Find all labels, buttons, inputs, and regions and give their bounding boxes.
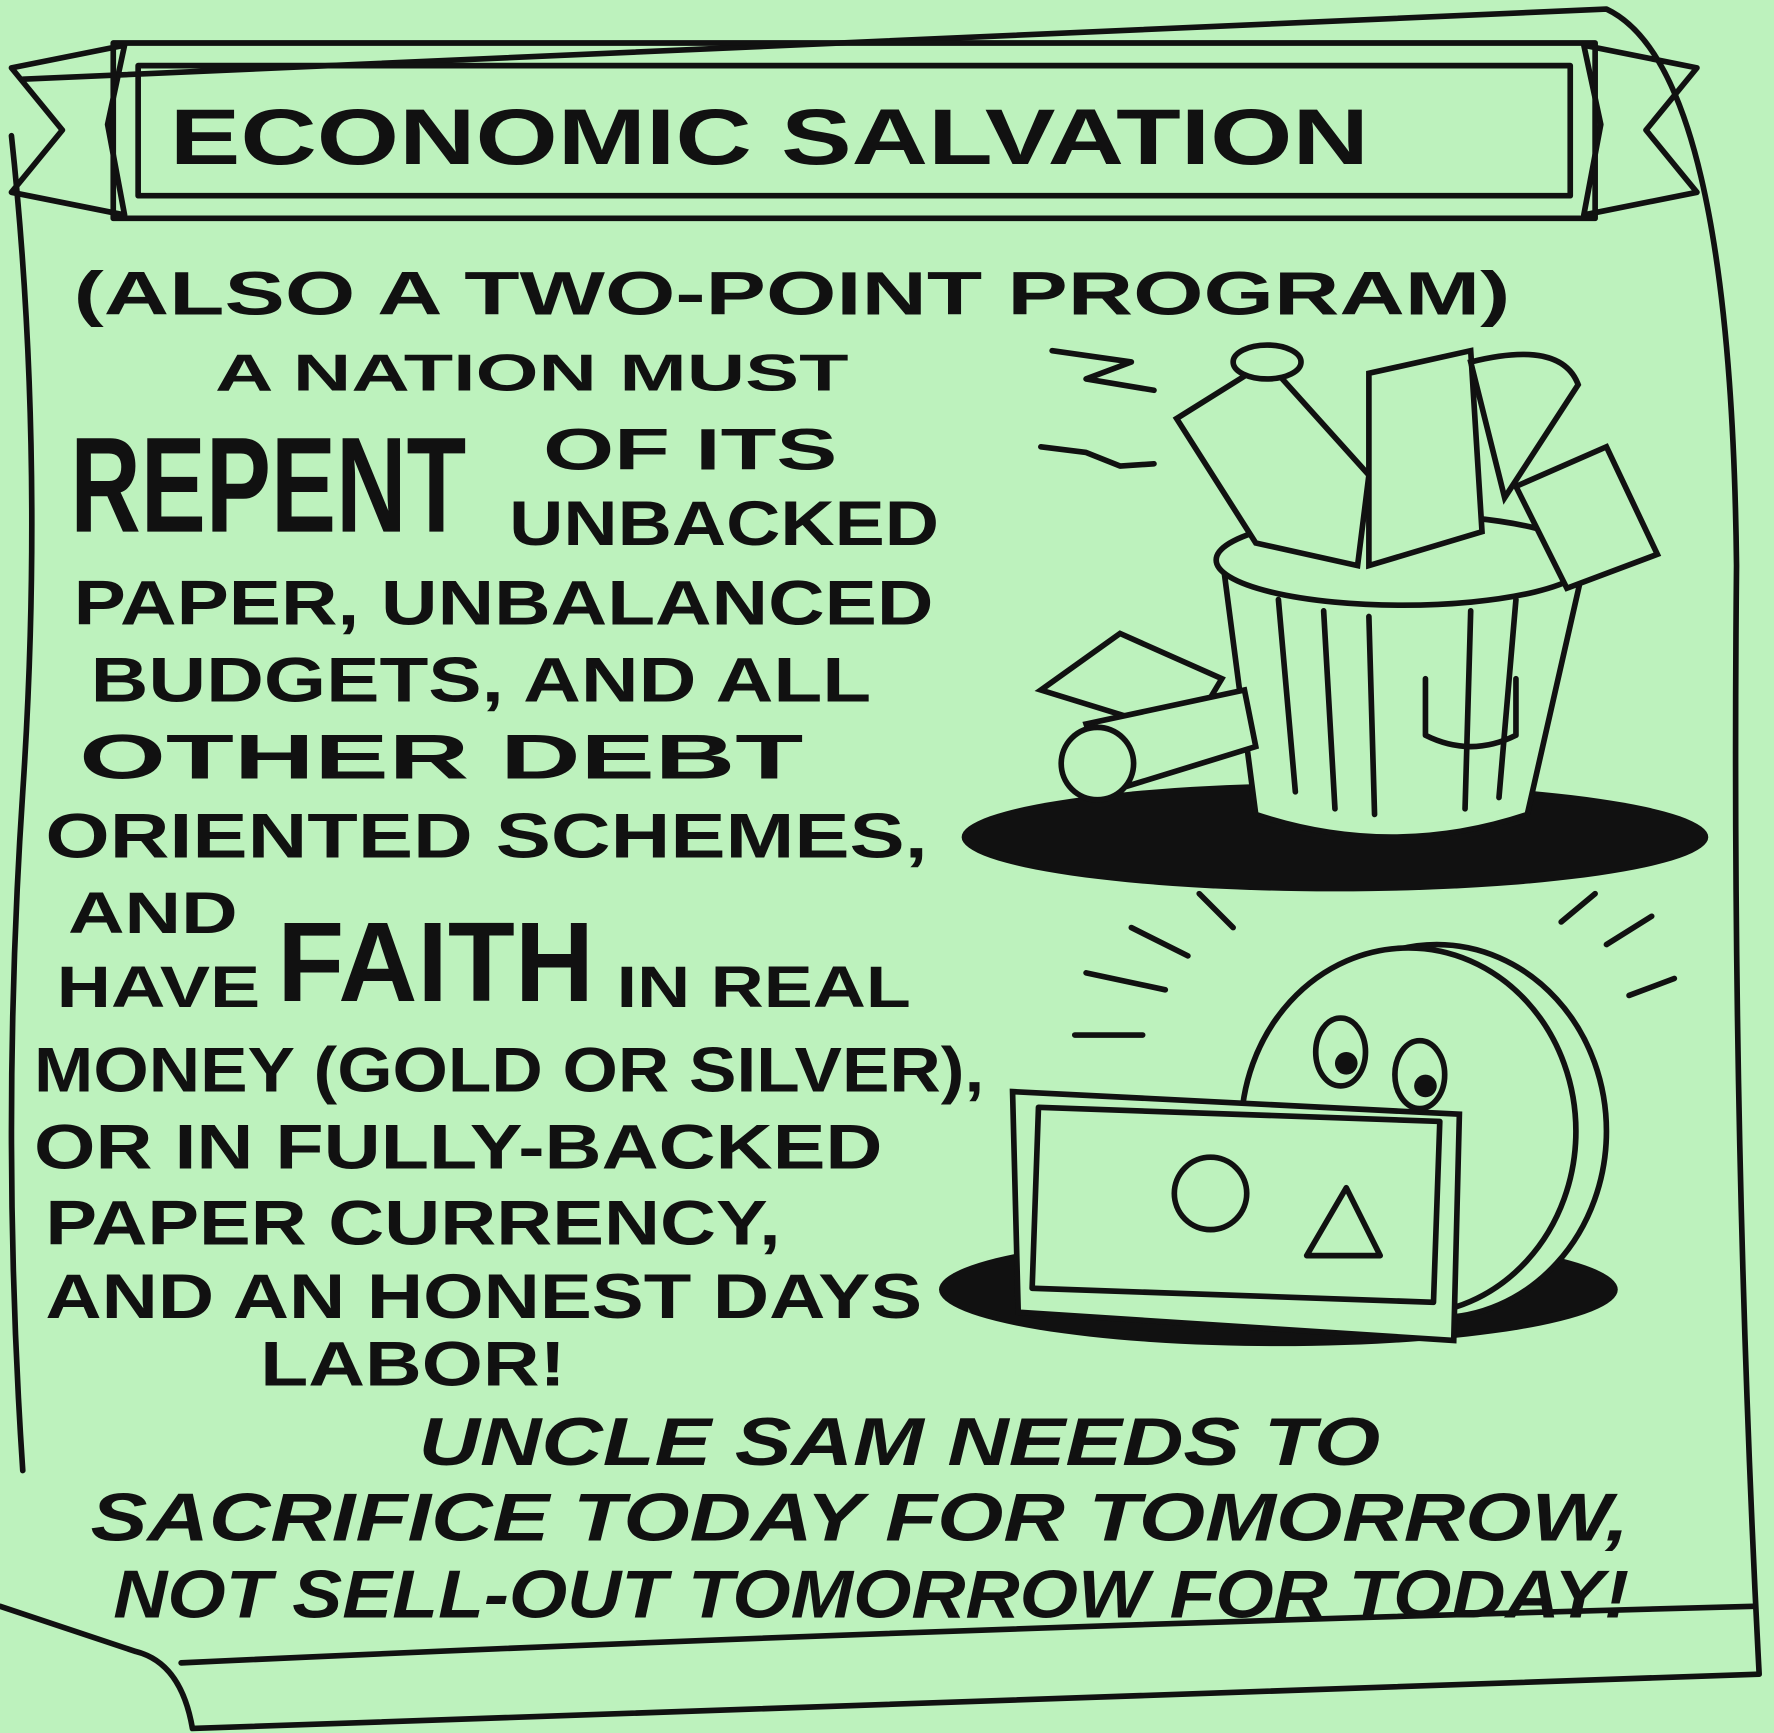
conclusion-line: SACRIFICE TODAY FOR TOMORROW,	[91, 1481, 1629, 1556]
emphasis-word: REPENT	[70, 409, 466, 561]
crumpled-paper	[1369, 351, 1482, 566]
body-line: AND	[68, 881, 238, 946]
body-line: PAPER CURRENCY,	[45, 1188, 780, 1258]
body-line: A NATION MUST	[215, 344, 849, 402]
body-line: BUDGETS, AND ALL	[91, 645, 872, 715]
paper-roll	[1233, 345, 1301, 379]
conclusion-line: NOT SELL-OUT TOMORROW FOR TODAY!	[113, 1558, 1629, 1633]
scroll-end	[1061, 727, 1133, 799]
coin-pupil	[1335, 1052, 1358, 1075]
coin-pupil	[1414, 1075, 1437, 1098]
coin-eye	[1316, 1018, 1366, 1086]
body-line: OR IN FULLY-BACKED	[34, 1113, 882, 1183]
body-line: OTHER DEBT	[79, 722, 803, 792]
emphasis-word: FAITH	[277, 899, 594, 1025]
conclusion-line: UNCLE SAM NEEDS TO	[419, 1405, 1381, 1480]
coin-eye	[1395, 1041, 1445, 1109]
body-line: OF ITS	[543, 417, 837, 482]
subtitle: (ALSO A TWO-POINT PROGRAM)	[74, 259, 1511, 327]
body-line: LABOR!	[260, 1330, 565, 1400]
body-line: HAVE	[57, 955, 261, 1020]
body-line: MONEY (GOLD OR SILVER),	[34, 1036, 984, 1106]
body-line: ORIENTED SCHEMES,	[45, 801, 927, 871]
body-line: UNBACKED	[509, 489, 939, 559]
body-line: IN REAL	[617, 955, 911, 1020]
body-line: PAPER, UNBALANCED	[74, 568, 934, 638]
body-line: AND AN HONEST DAYS	[45, 1262, 922, 1332]
title: ECONOMIC SALVATION	[170, 92, 1369, 181]
cartoon: ECONOMIC SALVATION (ALSO A TWO-POINT PRO…	[0, 0, 1774, 1733]
